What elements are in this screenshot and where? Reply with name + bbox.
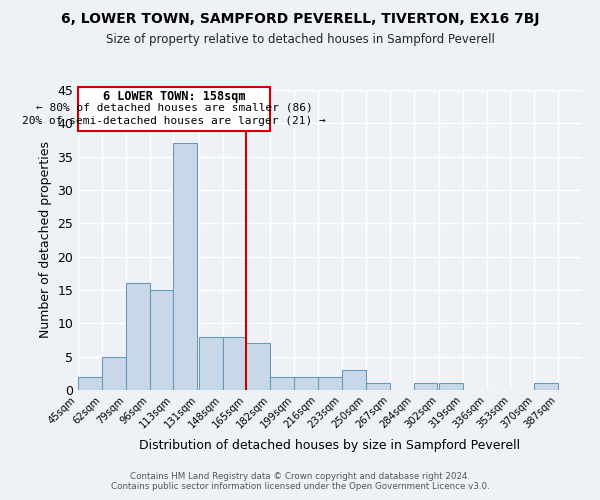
Bar [271, 376, 294, 390]
Bar [342, 370, 366, 390]
Bar [247, 344, 271, 390]
Bar [78, 86, 271, 132]
Text: 6, LOWER TOWN, SAMPFORD PEVERELL, TIVERTON, EX16 7BJ: 6, LOWER TOWN, SAMPFORD PEVERELL, TIVERT… [61, 12, 539, 26]
Bar [413, 384, 437, 390]
Bar [439, 384, 463, 390]
Text: ← 80% of detached houses are smaller (86): ← 80% of detached houses are smaller (86… [36, 103, 313, 113]
Text: 20% of semi-detached houses are larger (21) →: 20% of semi-detached houses are larger (… [22, 116, 326, 126]
Bar [126, 284, 149, 390]
Bar [294, 376, 318, 390]
Text: Contains HM Land Registry data © Crown copyright and database right 2024.: Contains HM Land Registry data © Crown c… [130, 472, 470, 481]
Text: Contains public sector information licensed under the Open Government Licence v3: Contains public sector information licen… [110, 482, 490, 491]
Y-axis label: Number of detached properties: Number of detached properties [39, 142, 52, 338]
Bar [366, 384, 389, 390]
Bar [78, 376, 102, 390]
Bar [173, 144, 197, 390]
Bar [149, 290, 173, 390]
Bar [199, 336, 223, 390]
Bar [318, 376, 342, 390]
Bar [223, 336, 247, 390]
Bar [534, 384, 558, 390]
Text: 6 LOWER TOWN: 158sqm: 6 LOWER TOWN: 158sqm [103, 90, 245, 103]
Bar [102, 356, 126, 390]
Text: Size of property relative to detached houses in Sampford Peverell: Size of property relative to detached ho… [106, 32, 494, 46]
X-axis label: Distribution of detached houses by size in Sampford Peverell: Distribution of detached houses by size … [139, 439, 521, 452]
